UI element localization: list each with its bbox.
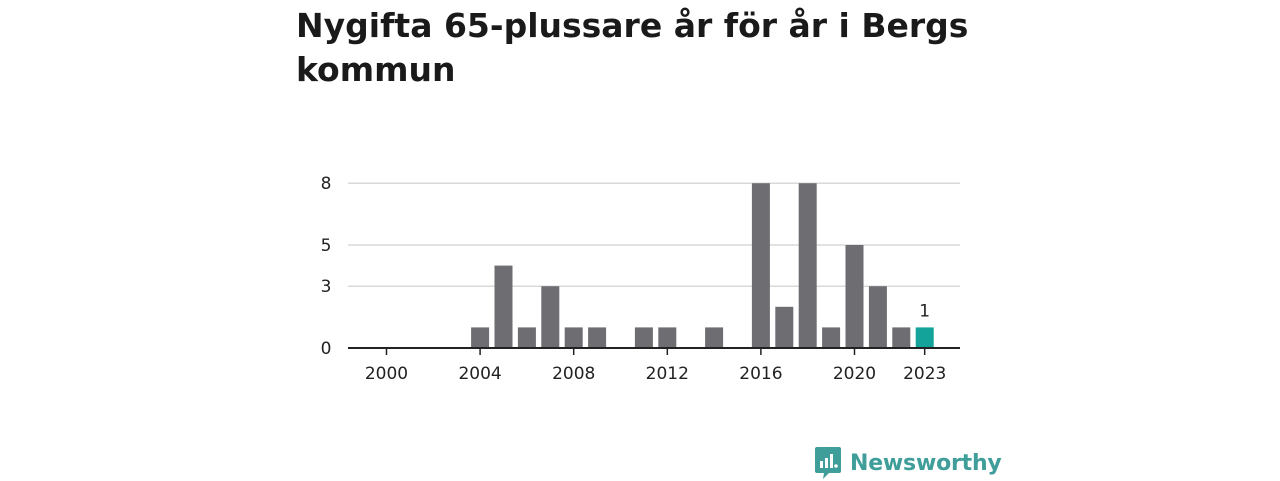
bar-2004 (471, 327, 490, 348)
y-tick-label: 5 (321, 236, 332, 256)
bar-2006 (517, 327, 536, 348)
x-tick-label: 2004 (458, 364, 501, 384)
gridlines (348, 182, 960, 287)
chart-title: Nygifta 65-plussare år för år i Bergs ko… (296, 6, 969, 89)
bar-2014 (705, 327, 724, 348)
bar-2005 (494, 265, 513, 348)
bar-2007 (541, 286, 560, 348)
bar-2023 (915, 327, 934, 348)
bar-2012 (658, 327, 677, 348)
bar-2008 (564, 327, 583, 348)
tick-labels: 0 3 5 8 1 2000 2004 2008 2012 2016 2020 2023 (321, 174, 947, 384)
bar-2019 (822, 327, 841, 348)
x-tick-label: 2020 (833, 364, 876, 384)
y-tick-label: 8 (321, 174, 332, 194)
data-label-2023: 1 (919, 301, 930, 321)
bar-2021 (868, 286, 887, 348)
x-tick-label: 2008 (552, 364, 595, 384)
bar-2009 (588, 327, 607, 348)
x-tick-label: 2016 (739, 364, 782, 384)
newsworthy-logo-icon (815, 447, 841, 479)
x-tick-label: 2000 (365, 364, 408, 384)
brand-name: Newsworthy (850, 450, 1002, 476)
bar-2016 (751, 183, 770, 348)
x-tick-label: 2012 (646, 364, 689, 384)
bar-2020 (845, 245, 864, 348)
bar-2018 (798, 183, 817, 348)
bar-2011 (634, 327, 653, 348)
y-tick-label: 0 (321, 339, 332, 359)
axes (348, 347, 960, 355)
bar-2017 (775, 306, 794, 348)
newsworthy-brand: Newsworthy (814, 445, 1002, 481)
y-tick-label: 3 (321, 277, 332, 297)
bar-2022 (892, 327, 911, 348)
x-tick-label: 2023 (903, 364, 946, 384)
bars (471, 183, 934, 348)
